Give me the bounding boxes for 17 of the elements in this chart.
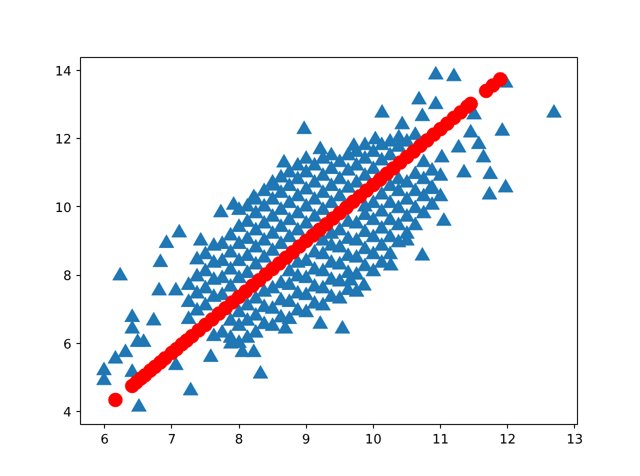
- x-tick-label: 7: [168, 432, 176, 448]
- x-tick-label: 12: [499, 432, 516, 448]
- x-tick-label: 8: [234, 432, 244, 448]
- y-tick-label: 4: [63, 406, 72, 421]
- x-tick-label: 10: [365, 432, 382, 448]
- x-tick-label: 11: [432, 432, 449, 448]
- y-tick-label: 10: [54, 200, 72, 216]
- y-tick-label: 8: [63, 269, 72, 284]
- point: [108, 392, 123, 408]
- y-tick-label: 14: [54, 64, 72, 80]
- x-tick-label: 6: [100, 432, 109, 448]
- point: [493, 72, 508, 87]
- y-tick-label: 12: [54, 132, 72, 148]
- y-tick-label: 6: [63, 337, 72, 352]
- point: [463, 96, 478, 112]
- x-tick-label: 13: [566, 432, 584, 448]
- x-tick-label: 9: [302, 432, 310, 448]
